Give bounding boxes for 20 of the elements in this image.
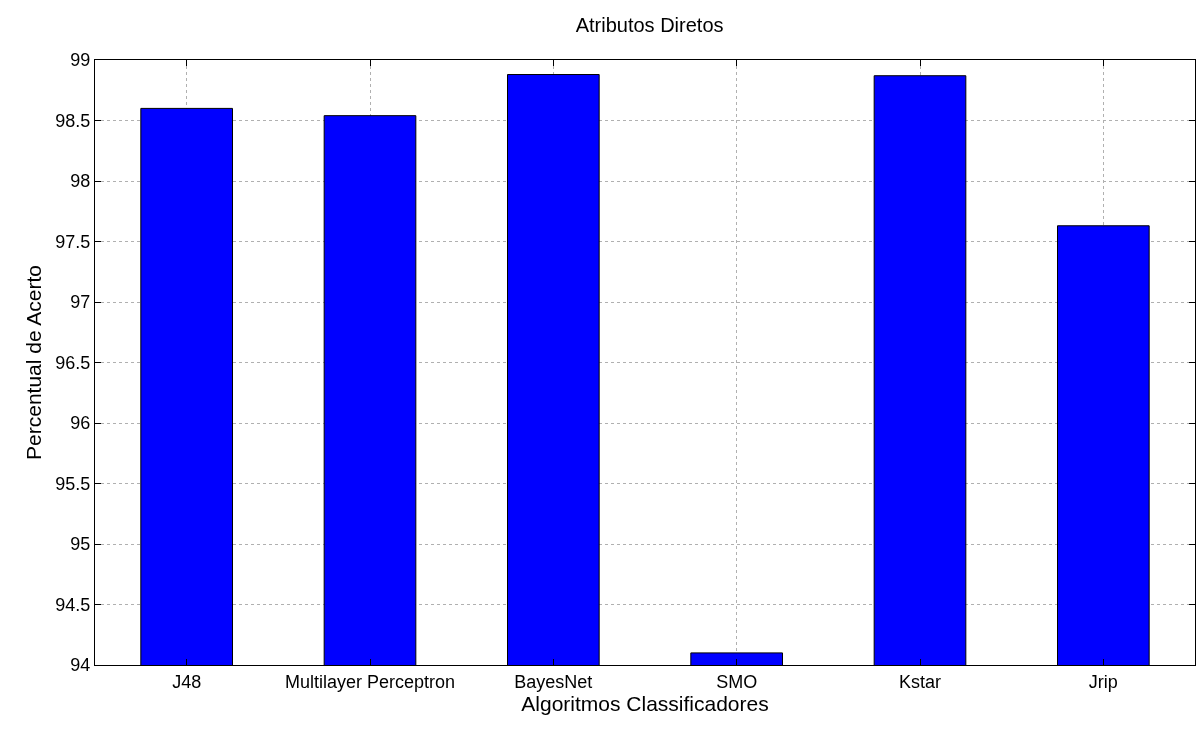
x-axis-title: Algoritmos Classificadores	[521, 691, 769, 715]
y-tick-label: 99	[70, 50, 91, 71]
x-tick-label: Kstar	[898, 671, 942, 692]
y-tick-label: 94.5	[55, 594, 91, 615]
y-tick-label: 98	[70, 171, 91, 192]
y-tick-label: 98.5	[55, 110, 91, 131]
chart-title: Atributos Diretos	[575, 14, 724, 37]
y-tick-label: 96	[70, 413, 91, 434]
x-tick-label: SMO	[716, 671, 758, 692]
y-tick-label: 97	[70, 292, 91, 313]
y-tick-label: 96.5	[55, 352, 91, 373]
y-axis-title: Percentual de Acerto	[21, 265, 45, 460]
x-tick-label: J48	[172, 671, 202, 692]
x-tick-label: Multilayer Perceptron	[284, 671, 456, 692]
y-tick-label: 94	[70, 655, 91, 676]
y-tick-label: 95	[70, 534, 91, 555]
x-tick-label: BayesNet	[514, 671, 593, 692]
x-tick-label: Jrip	[1088, 671, 1118, 692]
y-tick-label: 97.5	[55, 231, 91, 252]
y-tick-label: 95.5	[55, 473, 91, 494]
